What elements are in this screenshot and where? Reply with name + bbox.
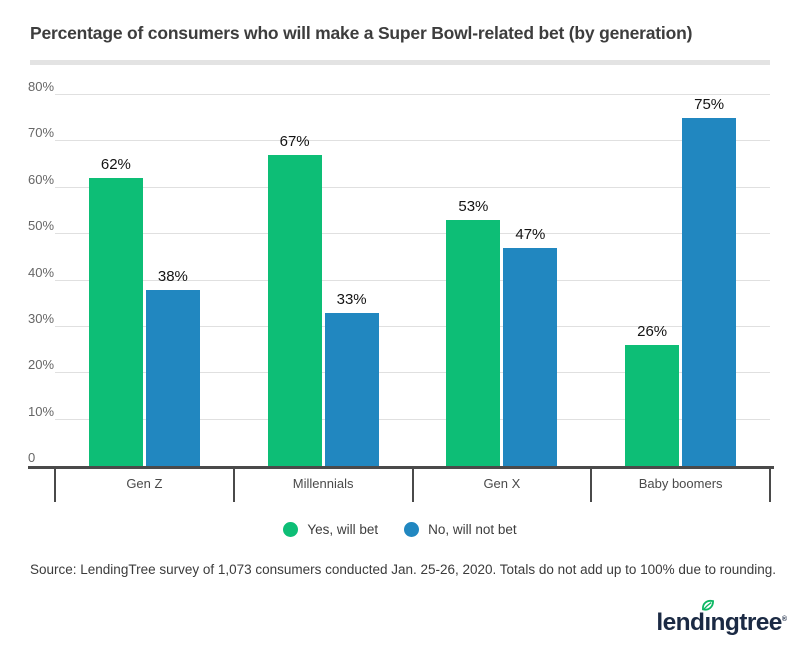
x-axis-line (28, 466, 774, 469)
legend-label: Yes, will bet (307, 521, 379, 537)
logo-trademark: ® (781, 616, 787, 623)
bar-value-label: 53% (458, 198, 489, 216)
legend-label: No, will not bet (428, 521, 517, 537)
title-divider (30, 60, 770, 65)
bar (324, 312, 379, 466)
x-axis-tick (590, 469, 593, 502)
bar (625, 345, 680, 466)
bar-value-label: 47% (515, 226, 546, 244)
legend-dot-icon (283, 521, 299, 537)
bar (145, 289, 200, 466)
bar-value-label: 62% (100, 156, 131, 174)
y-axis-tick-label: 30% (28, 310, 55, 326)
gridline (55, 279, 770, 281)
bar (267, 155, 322, 466)
bar-value-label: 26% (637, 323, 668, 341)
bar-value-label: 33% (336, 290, 367, 308)
x-axis-tick (54, 469, 56, 502)
gridline (55, 372, 770, 374)
gridline (55, 140, 770, 142)
x-axis-tick (232, 469, 235, 502)
y-axis-tick-label: 40% (28, 264, 55, 280)
gridline (55, 233, 770, 235)
bar (503, 248, 558, 466)
bar-value-label: 75% (694, 96, 725, 114)
legend: Yes, will bet No, will not bet (0, 518, 800, 540)
gridline (55, 418, 770, 420)
bar (88, 178, 143, 466)
x-axis-tick (411, 469, 414, 502)
legend-item: Yes, will bet (283, 521, 379, 537)
y-axis-tick-label: 10% (28, 403, 55, 419)
bar (446, 220, 501, 466)
y-axis-tick-label: 70% (28, 125, 55, 141)
logo-text-part: ngtree (710, 609, 783, 637)
logo-text-part: lend (656, 609, 705, 637)
leaf-icon (702, 600, 715, 611)
legend-dot-icon (404, 521, 420, 537)
gridline (55, 325, 770, 327)
y-axis-tick-label: 50% (28, 218, 55, 234)
logo-i-with-leaf: ı (702, 600, 715, 637)
legend-item: No, will not bet (404, 521, 517, 537)
x-axis-tick (769, 469, 771, 502)
lendingtree-logo: lendı ngtree® (656, 600, 787, 638)
x-axis-category-label: Gen X (483, 476, 521, 491)
bar (682, 118, 737, 466)
x-axis-category-label: Baby boomers (638, 476, 723, 491)
x-axis-category-label: Millennials (292, 476, 354, 491)
gridline (55, 94, 770, 95)
bar-value-label: 38% (157, 267, 188, 285)
gridline (55, 186, 770, 188)
y-axis-tick-label: 60% (28, 171, 55, 187)
y-axis-tick-label: 20% (28, 357, 55, 373)
x-axis-category-label: Gen Z (126, 476, 163, 491)
source-note: Source: LendingTree survey of 1,073 cons… (30, 562, 777, 577)
bar-value-label: 67% (279, 133, 310, 151)
y-axis-tick-label: 0 (28, 450, 36, 465)
y-axis-tick-label: 80% (28, 79, 55, 94)
chart-title: Percentage of consumers who will make a … (30, 23, 693, 43)
chart-plot-area: 0 10% 20% 30% 40% 50% 60% 70% 80% 62% 38% Gen Z 67% 3… (28, 79, 774, 502)
